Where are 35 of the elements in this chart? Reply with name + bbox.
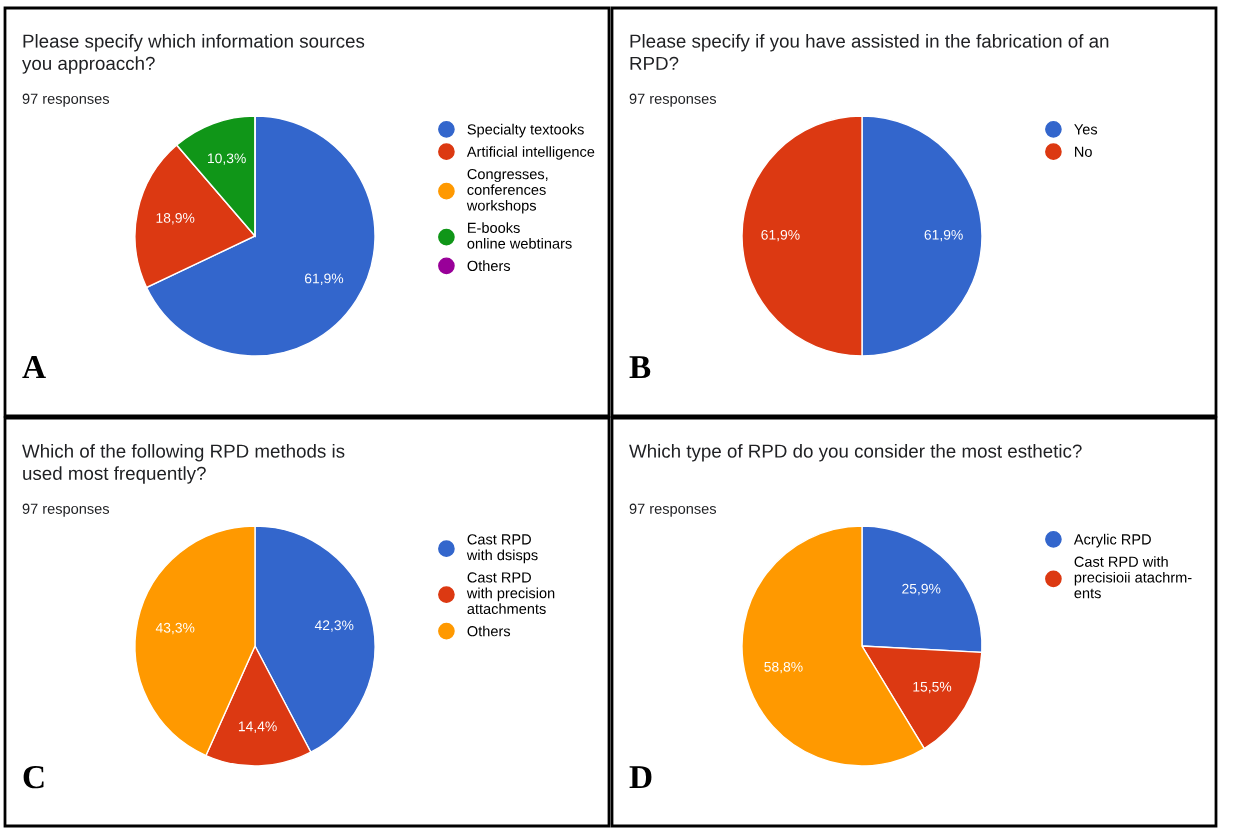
chart-title: Which of the following RPD methods is used most frequently? [22,444,345,484]
data-label: 61,9% [924,229,963,242]
text: A [22,356,46,379]
data-label: 42,3% [314,620,354,632]
data-label: 58,8% [764,661,803,674]
legend-label: Cast RPD with precisioii atachrm- ents [1074,556,1192,599]
chart-title: Please specify which information sources you approacch? [22,34,365,74]
chart-subtitle: 97 responses [22,93,110,107]
text: C [23,765,44,789]
chart-subtitle: 97 responses [629,503,717,517]
data-label: 14,4% [238,721,277,733]
legend-label: Others [467,625,511,637]
data-label: 18,9% [156,212,195,225]
legend-label: Artificial intelligence [466,146,595,160]
legend-label: Others [467,260,511,272]
text: B [629,356,651,379]
data-label: 10,3% [207,153,246,165]
text: D [629,766,652,789]
chart-subtitle: 97 responses [22,503,110,517]
data-label: 61,9% [304,273,344,285]
data-label: 15,5% [913,681,952,694]
legend-label: Cast RPD with precision attachments [466,572,555,615]
chart-subtitle: 97 responses [629,93,717,107]
legend-label: No [1075,146,1092,157]
data-label: 25,9% [902,583,941,596]
legend-label: Specialty textooks [467,123,584,138]
legend-label: Congresses, conferences workshops [466,168,548,214]
legend-label: E-books online webtinars [467,222,572,249]
data-label: 61,9% [761,229,800,242]
chart-title: Which type of RPD do you consider the most esthetic? [629,444,1082,462]
legend-label: Cast RPD with dsisps [466,534,538,564]
data-label: 43,3% [155,622,195,635]
chart-title: Please specify if you have assisted in the fabrication of an RPD? [630,34,1109,70]
legend-label: Yes [1074,124,1098,135]
legend-label: Acrylic RPD [1073,533,1151,548]
